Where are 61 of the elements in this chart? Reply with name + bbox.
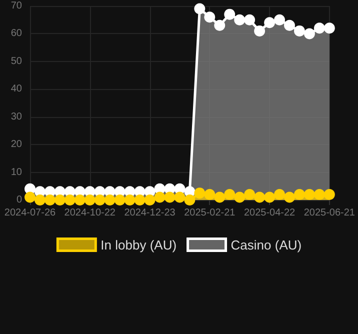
point xyxy=(254,25,266,36)
point xyxy=(304,28,315,40)
y-tick-label: 20 xyxy=(10,139,22,150)
point xyxy=(244,188,256,200)
x-tick-label: 2025-02-21 xyxy=(184,208,236,218)
y-tick-label: 30 xyxy=(10,111,22,122)
x-tick-label: 2024-12-23 xyxy=(124,208,176,218)
point xyxy=(264,17,276,28)
x-tick-label: 2025-06-21 xyxy=(304,208,356,218)
point xyxy=(44,194,56,206)
point xyxy=(204,12,216,23)
point xyxy=(164,192,176,203)
point xyxy=(234,192,246,203)
point xyxy=(314,188,325,200)
point xyxy=(194,3,206,14)
point xyxy=(314,22,325,34)
y-tick-label: 60 xyxy=(10,28,22,40)
point xyxy=(234,14,246,26)
point xyxy=(264,192,276,203)
point xyxy=(74,194,86,206)
point xyxy=(154,192,166,203)
point xyxy=(194,188,206,199)
point xyxy=(114,194,126,206)
point xyxy=(134,194,146,206)
point xyxy=(54,194,66,206)
point xyxy=(284,192,295,203)
y-tick-label: 70 xyxy=(10,0,22,12)
point xyxy=(324,22,335,34)
point xyxy=(64,194,76,206)
point xyxy=(274,14,286,26)
point xyxy=(24,192,36,203)
point xyxy=(244,14,256,26)
y-tick-label: 10 xyxy=(10,166,22,178)
point xyxy=(104,194,116,206)
x-tick-label: 2024-07-26 xyxy=(4,208,56,218)
point xyxy=(214,192,226,203)
legend-label: In lobby (AU) xyxy=(100,237,177,252)
x-tick-label: 2024-10-22 xyxy=(64,208,116,218)
point xyxy=(224,188,236,200)
y-tick-label: 40 xyxy=(10,84,22,95)
point xyxy=(84,194,96,206)
point xyxy=(324,188,335,200)
point xyxy=(254,192,266,203)
point xyxy=(184,194,196,206)
point xyxy=(124,194,136,206)
point xyxy=(294,25,305,36)
point xyxy=(204,188,216,200)
point xyxy=(304,188,315,200)
point xyxy=(284,20,295,31)
y-tick-label: 50 xyxy=(10,56,22,67)
point xyxy=(224,8,236,20)
point xyxy=(274,188,286,200)
point xyxy=(174,192,186,203)
y-tick-label: 0 xyxy=(16,194,22,206)
point xyxy=(294,188,305,200)
point xyxy=(144,194,156,206)
x-tick-label: 2025-04-22 xyxy=(244,208,296,218)
legend-label: Casino (AU) xyxy=(230,237,302,252)
point xyxy=(34,194,46,206)
point xyxy=(94,194,106,206)
point xyxy=(214,20,226,31)
